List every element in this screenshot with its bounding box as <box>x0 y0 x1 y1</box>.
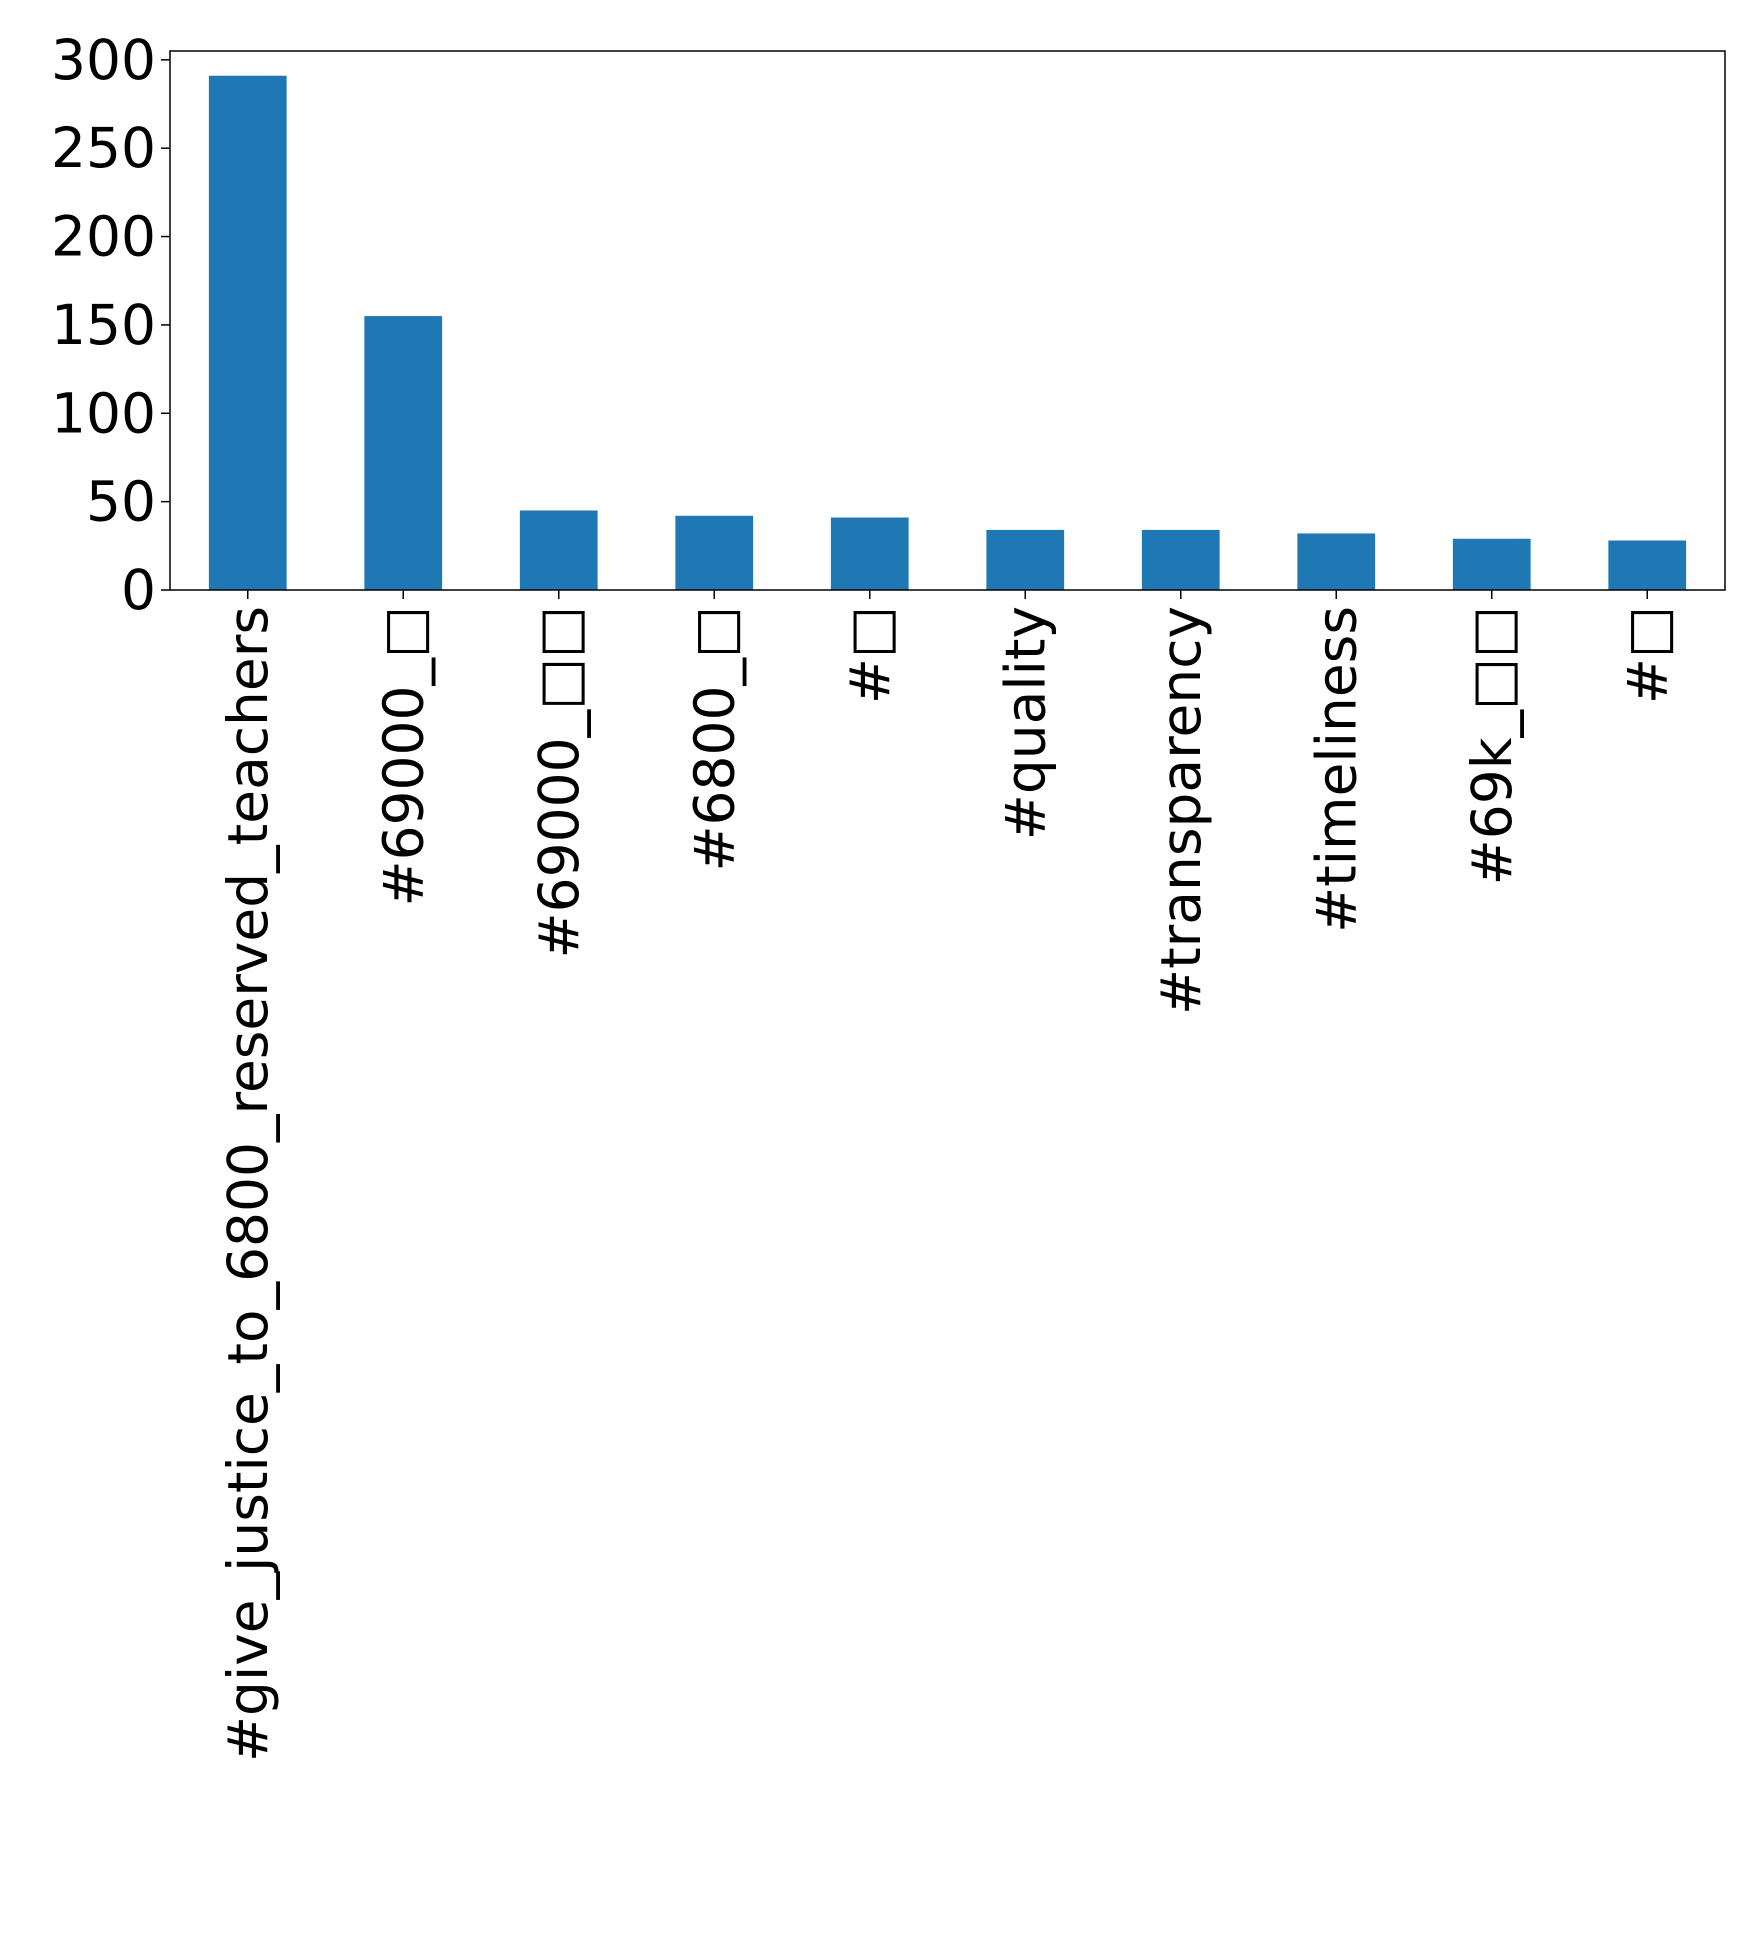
x-tick-label-2: #69000_□□ <box>527 606 591 958</box>
x-axis: #give_justice_to_6800_reserved_teachers #… <box>216 590 1679 1762</box>
x-tick-label-7: #timeliness <box>1304 606 1368 933</box>
bar-3 <box>675 515 754 590</box>
x-tick-label-1: #69000_□ <box>371 606 435 907</box>
y-tick-label-0: 0 <box>121 558 156 622</box>
bar-5 <box>986 529 1065 590</box>
y-tick-label-3: 150 <box>51 293 156 357</box>
y-tick-label-4: 200 <box>51 205 156 269</box>
y-axis: 0 50 100 150 200 250 300 <box>51 28 170 622</box>
y-tick-label-6: 300 <box>51 28 156 92</box>
bar-4 <box>830 517 909 590</box>
y-tick-label-1: 50 <box>86 470 156 534</box>
x-tick-label-3: #6800_□ <box>682 606 746 872</box>
x-tick-label-9: #□ <box>1615 606 1679 704</box>
x-tick-label-0: #give_justice_to_6800_reserved_teachers <box>216 606 280 1762</box>
bar-9 <box>1608 540 1687 590</box>
bar-7 <box>1297 533 1376 590</box>
x-tick-label-4: #□ <box>838 606 902 704</box>
plot-frame <box>169 50 1726 591</box>
y-tick-label-5: 250 <box>51 116 156 180</box>
x-tick-label-5: #quality <box>993 606 1057 840</box>
bar-1 <box>364 316 443 590</box>
x-tick-label-6: #transparency <box>1149 606 1213 1015</box>
bar-2 <box>519 510 598 590</box>
bars-group <box>208 75 1687 591</box>
y-tick-label-2: 100 <box>51 381 156 445</box>
bar-0 <box>208 75 287 591</box>
bar-8 <box>1452 538 1531 590</box>
x-tick-label-8: #69k_□□ <box>1460 606 1524 885</box>
bar-6 <box>1141 529 1220 590</box>
